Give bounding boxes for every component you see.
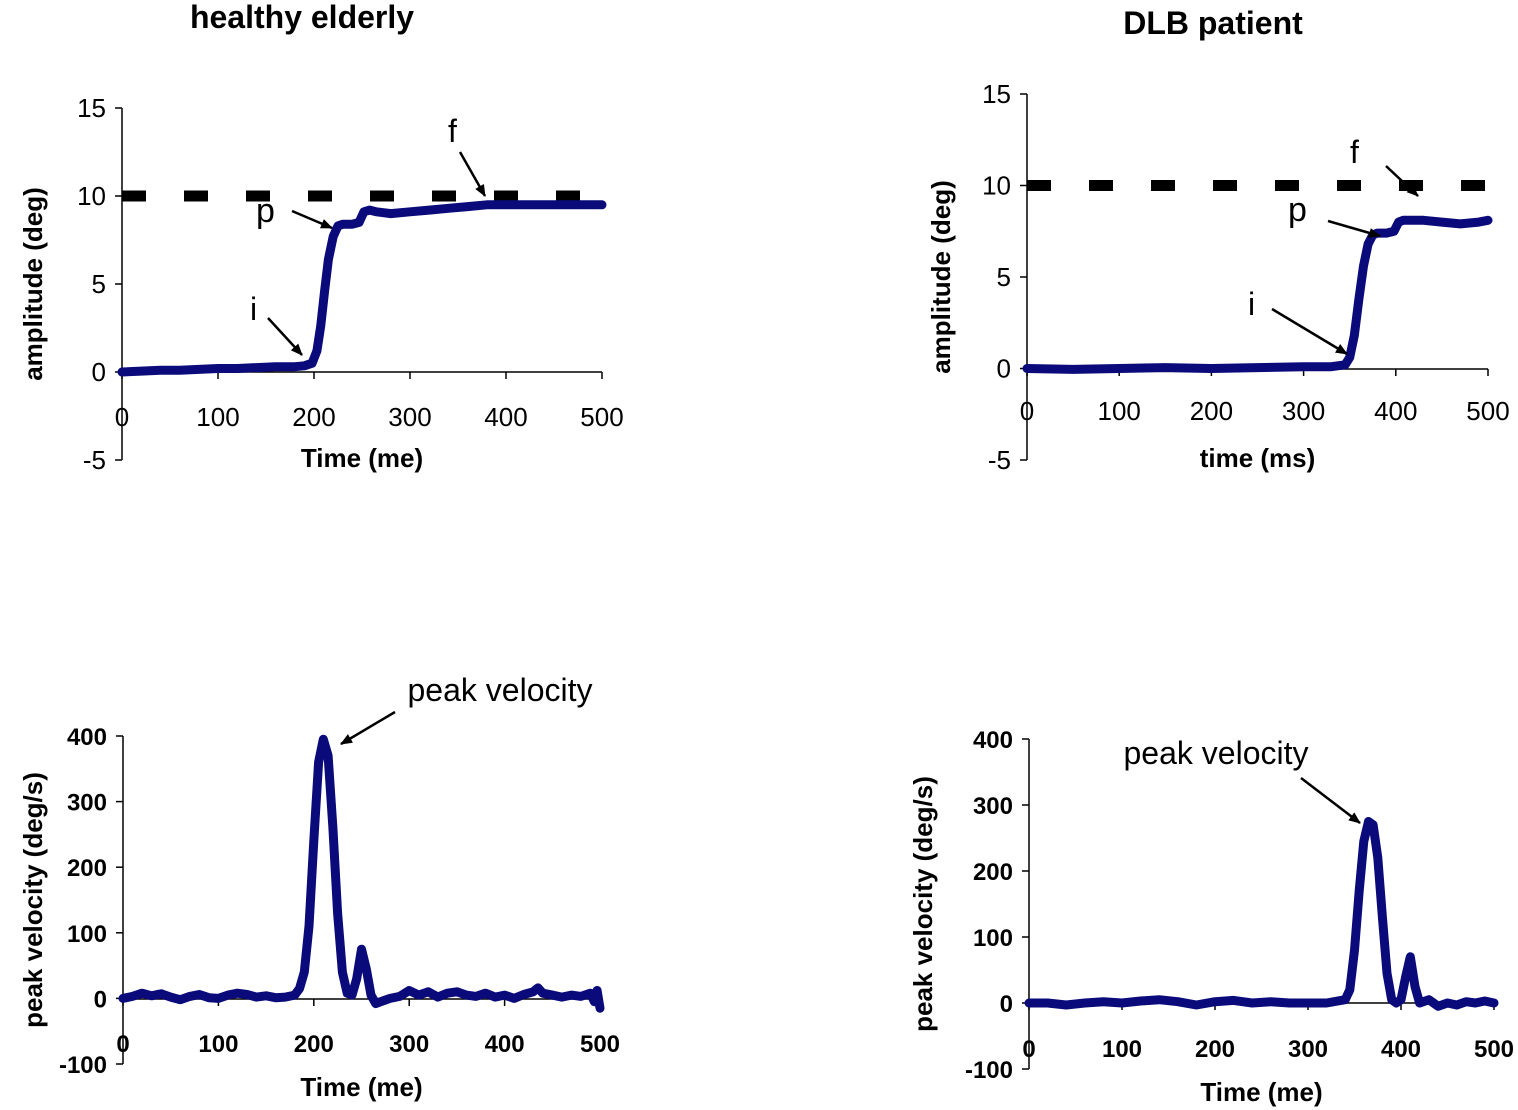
y-tick-label: 300	[67, 790, 107, 817]
x-tick-label: 500	[1474, 1036, 1514, 1063]
series-line-velocity	[1024, 817, 1499, 1011]
x-tick-label: 500	[580, 1031, 620, 1058]
panel-healthy-velocity: 400 300 200 100 0 -100 0 100 200 300 400 500 Time (m…	[18, 672, 620, 1102]
y-tick-label: 400	[67, 724, 107, 751]
annotation-label: i	[1248, 286, 1255, 322]
x-axis-label: Time (me)	[301, 443, 423, 473]
x-tick-label: 200	[294, 1031, 334, 1058]
y-tick-label: 10	[77, 181, 106, 211]
chart-title: healthy elderly	[190, 0, 414, 35]
y-tick-label: 0	[1000, 991, 1013, 1018]
x-tick-label: 100	[196, 402, 239, 432]
x-tick-label: 300	[389, 1031, 429, 1058]
y-tick-label: 15	[982, 79, 1011, 109]
annotation-label: f	[1350, 134, 1359, 170]
y-tick-label: 200	[973, 859, 1013, 886]
y-axis-label: peak velocity (deg/s)	[908, 776, 938, 1032]
x-tick-label: 100	[198, 1031, 238, 1058]
x-tick-label: 100	[1102, 1036, 1142, 1063]
annotation-label: peak velocity	[408, 672, 593, 708]
x-tick-label: 0	[1022, 1036, 1035, 1063]
annotation-arrow	[1385, 165, 1419, 197]
annotation-arrow	[1271, 307, 1348, 356]
x-tick-label: 300	[1282, 396, 1325, 426]
x-tick-label: 300	[388, 402, 431, 432]
x-tick-label: 300	[1288, 1036, 1328, 1063]
annotation-arrow	[458, 151, 487, 197]
y-tick-label: 0	[997, 354, 1011, 384]
annotation-label: i	[250, 291, 257, 327]
annotation-arrow	[1300, 777, 1361, 824]
y-axis-label: peak velocity (deg/s)	[18, 772, 48, 1028]
y-tick-label: -100	[965, 1057, 1013, 1084]
series-line-amplitude	[117, 200, 607, 377]
x-axis-label: time (ms)	[1200, 443, 1316, 473]
x-tick-label: 0	[1020, 396, 1034, 426]
panel-dlb-velocity: 400 300 200 100 0 -100 0 100 200 300 400 500 Time (m…	[908, 727, 1514, 1107]
y-axis-label: amplitude (deg)	[926, 180, 956, 374]
x-tick-label: 500	[580, 402, 623, 432]
panel-dlb-amplitude: DLB patient 15 10 5 0 -5 0 100 200 300 400 500 time …	[926, 5, 1510, 475]
y-tick-label: -5	[83, 445, 106, 475]
x-tick-label: 400	[1374, 396, 1417, 426]
x-tick-label: 400	[1381, 1036, 1421, 1063]
series-line-amplitude	[1022, 215, 1493, 374]
annotation-arrow	[267, 317, 303, 356]
y-tick-label: 0	[92, 357, 106, 387]
chart-title: DLB patient	[1123, 5, 1303, 41]
y-tick-label: 400	[973, 727, 1013, 754]
annotation-arrow	[1327, 219, 1381, 238]
y-tick-label: 10	[982, 171, 1011, 201]
series-line-velocity	[118, 734, 605, 1013]
x-tick-label: 200	[1195, 1036, 1235, 1063]
x-tick-label: 400	[485, 1031, 525, 1058]
x-tick-label: 400	[484, 402, 527, 432]
x-tick-label: 200	[292, 402, 335, 432]
y-tick-label: 15	[77, 93, 106, 123]
x-tick-label: 200	[1190, 396, 1233, 426]
annotation-label: f	[448, 113, 457, 149]
y-tick-label: 5	[92, 269, 106, 299]
x-tick-label: 500	[1466, 396, 1509, 426]
y-tick-label: 300	[973, 793, 1013, 820]
annotation-label: peak velocity	[1124, 735, 1309, 771]
x-axis-label: Time (me)	[1200, 1077, 1322, 1107]
y-tick-label: 0	[94, 986, 107, 1013]
y-tick-label: 200	[67, 855, 107, 882]
annotation-arrow	[291, 209, 333, 230]
y-tick-label: 100	[67, 921, 107, 948]
y-tick-label: 100	[973, 925, 1013, 952]
annotation-label: p	[256, 192, 275, 230]
y-tick-label: -5	[988, 445, 1011, 475]
x-axis-label: Time (me)	[300, 1072, 422, 1102]
y-tick-label: 5	[997, 262, 1011, 292]
annotation-label: p	[1288, 191, 1307, 229]
y-tick-label: -100	[59, 1052, 107, 1079]
y-axis-label: amplitude (deg)	[18, 187, 48, 381]
x-tick-label: 0	[115, 402, 129, 432]
panel-healthy-amplitude: healthy elderly 15 10 5 0 -5 0 100 200 300 400 500 T…	[18, 0, 624, 475]
x-tick-label: 100	[1098, 396, 1141, 426]
annotation-arrow	[340, 710, 396, 746]
x-tick-label: 0	[116, 1031, 129, 1058]
